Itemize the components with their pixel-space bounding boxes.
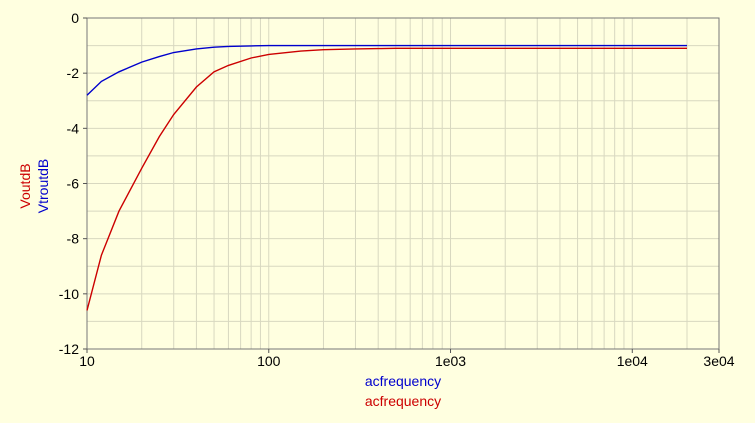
series-layer	[86, 44, 687, 311]
series-line-0	[86, 44, 687, 96]
series-line-1	[86, 47, 687, 311]
y-tick-label: -2	[67, 65, 80, 81]
y-axis-label-blue: VtroutdB	[35, 159, 51, 213]
y-tick-label: 0	[71, 10, 79, 26]
grid-lines	[87, 18, 719, 349]
x-tick-label: 1e03	[435, 353, 466, 369]
x-tick-label: 100	[257, 353, 281, 369]
x-axis-label-red: acfrequency	[365, 393, 441, 409]
x-tick-label: 3e04	[703, 353, 734, 369]
y-tick-label: -6	[67, 176, 80, 192]
y-axis-label-red: VoutdB	[17, 163, 33, 208]
y-tick-label: -12	[59, 341, 79, 357]
y-tick-label: -4	[67, 120, 80, 136]
x-axis-label-blue: acfrequency	[365, 373, 441, 389]
y-tick-label: -8	[67, 231, 80, 247]
x-tick-label: 10	[79, 353, 95, 369]
y-tick-label: -10	[59, 286, 79, 302]
x-tick-label: 1e04	[617, 353, 648, 369]
